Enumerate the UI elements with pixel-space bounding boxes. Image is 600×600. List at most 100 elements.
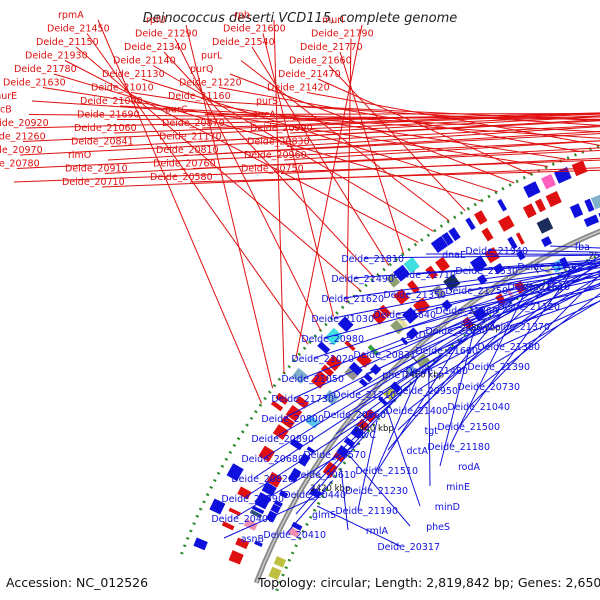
gene-label: sucB xyxy=(0,105,12,116)
gene-label: Deide_21630 xyxy=(3,78,66,89)
leader-line xyxy=(377,336,464,471)
leader-line xyxy=(16,140,600,169)
leader-line xyxy=(339,51,404,254)
gene-label: minD xyxy=(435,502,460,513)
gene-feature xyxy=(305,414,320,429)
gene-feature xyxy=(541,173,556,190)
gene-feature xyxy=(249,509,263,519)
gene-feature xyxy=(481,227,494,242)
gene-feature xyxy=(298,453,311,467)
gene-feature xyxy=(287,526,300,538)
gene-label: Deide_21190 xyxy=(335,506,398,517)
leader-line xyxy=(343,262,600,299)
gene-label: Deide_21150 xyxy=(36,37,99,48)
gene-feature xyxy=(448,227,461,242)
leader-line xyxy=(469,274,600,407)
map-title: Deinococcus deserti VCD115, complete gen… xyxy=(143,11,458,26)
gene-label: Deide_21060 xyxy=(74,123,137,134)
gene-label: Deide_21600 xyxy=(223,24,286,35)
gene-label: rph xyxy=(234,10,250,21)
gene-feature xyxy=(522,203,537,219)
gene-label: Deide_21610 xyxy=(507,282,570,293)
gene-label: Deide_20810 xyxy=(156,145,219,156)
gene-label: Deide_21290 xyxy=(135,29,198,40)
gene-feature xyxy=(443,273,461,291)
gene-label: Deide_21480 xyxy=(405,366,468,377)
gene-feature xyxy=(358,378,369,388)
leader-line xyxy=(13,159,600,183)
gene-label: purS xyxy=(256,96,278,107)
leader-line xyxy=(152,65,434,232)
gene-label: Deide_21050 xyxy=(281,374,344,385)
gene-feature xyxy=(590,194,600,210)
leader-line xyxy=(233,443,359,519)
gene-feature xyxy=(583,214,600,227)
leader-line xyxy=(289,116,600,134)
gene-feature xyxy=(396,316,409,329)
gene-label: Deide_21250 xyxy=(445,286,508,297)
leader-line xyxy=(325,310,500,455)
gene-feature xyxy=(323,389,339,406)
leader-line xyxy=(273,286,538,439)
leader-line xyxy=(243,397,398,499)
gene-feature xyxy=(469,255,488,273)
gene-label: Deide_21780 xyxy=(14,64,77,75)
leader-line xyxy=(263,318,487,459)
gene-label: rimO xyxy=(68,150,91,161)
gene-feature xyxy=(291,367,308,384)
gene-feature xyxy=(569,203,584,219)
gene-label: murE xyxy=(0,91,17,102)
gene-feature xyxy=(536,217,554,234)
leader-line xyxy=(185,24,274,389)
leader-line xyxy=(295,105,600,122)
leader-line xyxy=(425,253,600,255)
gene-label: Deide_20590 xyxy=(221,494,284,505)
tick-label: 2460 kbp xyxy=(404,371,444,381)
leader-line xyxy=(353,259,600,279)
leader-line xyxy=(223,492,326,539)
leader-line xyxy=(487,249,600,253)
gene-label: Deide_20820 xyxy=(231,474,294,485)
gene-feature xyxy=(273,556,287,568)
gene-label: purC xyxy=(165,105,188,116)
leader-line xyxy=(367,376,419,491)
leader-line xyxy=(273,19,285,374)
gene-label: sucA xyxy=(253,110,276,121)
gene-label: Deide_21230 xyxy=(345,486,408,497)
gene-feature xyxy=(270,400,284,412)
gene-label: Deide_20910 xyxy=(65,164,128,175)
gene-label: tgt xyxy=(425,426,439,437)
leader-line xyxy=(405,267,600,295)
gene-label: Deide_20660 xyxy=(323,410,386,421)
gene-label: Deide_21120 xyxy=(497,302,560,313)
leader-line xyxy=(198,120,600,142)
gene-feature xyxy=(356,418,370,431)
gene-feature xyxy=(515,232,525,245)
leader-line xyxy=(459,265,578,427)
gene-label: Deide_20400 xyxy=(211,514,274,525)
gene-feature xyxy=(545,191,562,208)
gene-label: Deide_20831 xyxy=(353,350,416,361)
gene-feature xyxy=(523,181,541,198)
gene-feature xyxy=(431,284,446,300)
leader-line xyxy=(415,261,600,275)
tick-label: 2420 kbp xyxy=(310,484,350,494)
gene-feature xyxy=(403,257,420,274)
gene-feature xyxy=(261,481,277,497)
gene-label: Deide_21710 xyxy=(393,270,456,281)
gene-label: Deide_21680 xyxy=(415,346,478,357)
gene-feature xyxy=(280,415,295,429)
gene-feature xyxy=(363,373,373,383)
gene-feature xyxy=(221,521,235,531)
leader-line xyxy=(457,278,600,311)
leader-line xyxy=(479,292,600,387)
gene-label: Deide_20580 xyxy=(150,172,213,183)
leader-line xyxy=(477,262,600,271)
gene-label: Deide_20960 xyxy=(244,150,307,161)
gene-feature xyxy=(584,198,595,213)
leader-line xyxy=(363,254,600,259)
leader-line xyxy=(240,60,450,222)
gene-feature xyxy=(325,327,343,346)
leader-line xyxy=(333,264,600,319)
leader-line xyxy=(386,408,421,507)
